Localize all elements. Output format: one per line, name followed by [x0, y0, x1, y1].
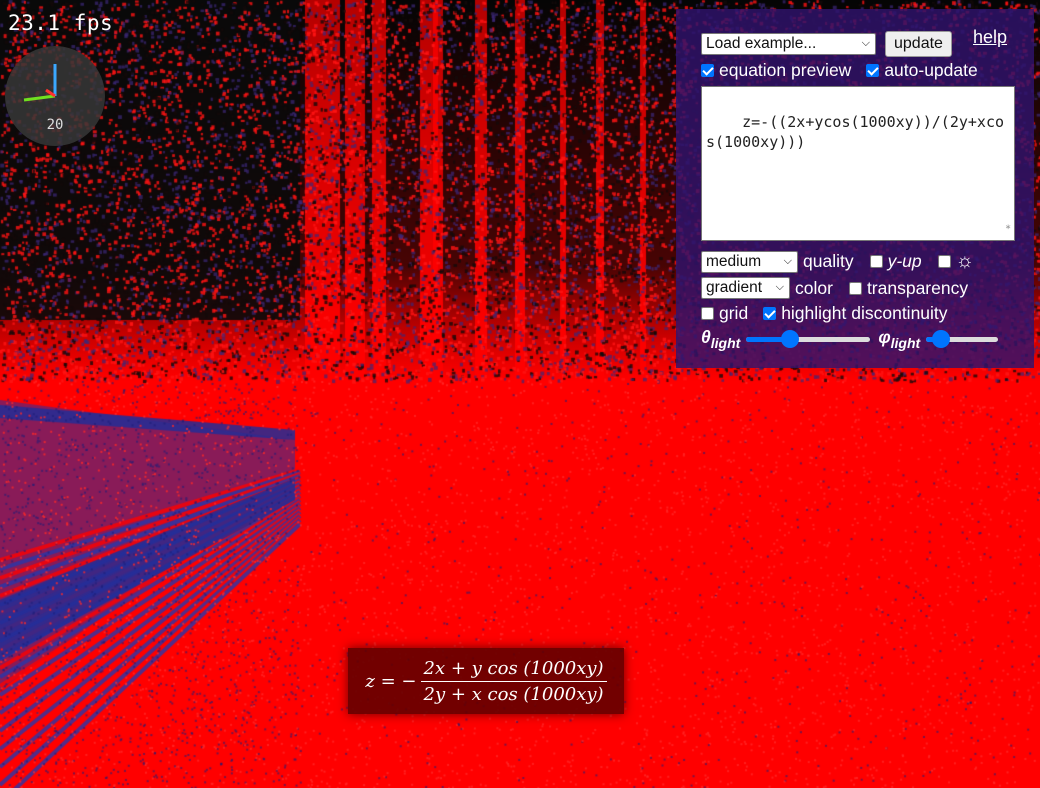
z-axis-line [23, 94, 56, 102]
axes-icon [23, 64, 57, 102]
quality-label: quality [803, 251, 854, 271]
equation-fraction: 2x + y cos (1000xy) 2y + x cos (1000xy) [420, 658, 607, 705]
auto-update-checkbox[interactable] [866, 64, 880, 77]
theta-light-slider[interactable] [746, 330, 871, 348]
equation-denominator: 2y + x cos (1000xy) [423, 683, 604, 705]
load-example-value: Load example... [706, 35, 817, 52]
update-button[interactable]: update [885, 31, 952, 57]
auto-update-label: auto-update [884, 60, 978, 80]
load-example-select[interactable]: Load example... ⌵ [701, 33, 876, 55]
help-link[interactable]: help [973, 27, 1008, 47]
color-value: gradient [706, 279, 763, 296]
chevron-down-icon: ⌵ [775, 281, 784, 293]
highlight-discontinuity-checkbox[interactable] [763, 307, 777, 320]
axes-gizmo[interactable]: 20 [5, 46, 105, 146]
slider-knob[interactable] [931, 330, 950, 348]
resize-grip-icon[interactable]: ∗ [1004, 222, 1011, 233]
highlight-discontinuity-label: highlight discontinuity [781, 303, 948, 323]
transparency-checkbox[interactable] [848, 281, 862, 295]
grid-label: grid [719, 303, 749, 323]
theta-light-label: θlight [701, 327, 741, 351]
chevron-down-icon: ⌵ [783, 254, 792, 267]
quality-select[interactable]: medium ⌵ [701, 250, 798, 273]
color-label: color [795, 277, 833, 298]
gizmo-zoom-label: 20 [46, 117, 64, 133]
y-up-checkbox[interactable] [869, 255, 883, 268]
equation-numerator: 2x + y cos (1000xy) [420, 658, 607, 682]
transparency-label: transparency [866, 277, 969, 298]
equation-lhs: z = − [365, 670, 417, 692]
quality-value: medium [706, 252, 762, 270]
equation-text: z=-((2x+ycos(1000xy))/(2y+xcos(1000xy))) [706, 113, 1005, 151]
y-up-label: y-up [887, 251, 922, 271]
equation-preview: z = − 2x + y cos (1000xy) 2y + x cos (10… [348, 648, 624, 714]
control-panel: Load example... ⌵ update help equation p… [676, 9, 1034, 368]
equation-preview-checkbox[interactable] [701, 64, 714, 77]
color-select[interactable]: gradient ⌵ [701, 277, 790, 299]
grid-checkbox[interactable] [701, 307, 714, 320]
phi-light-label: φlight [878, 327, 921, 351]
x-axis-line [45, 88, 56, 98]
chevron-down-icon: ⌵ [861, 37, 870, 49]
fps-counter: 23.1 fps [8, 11, 114, 35]
light-checkbox[interactable] [937, 255, 951, 268]
equation-input[interactable]: z=-((2x+ycos(1000xy))/(2y+xcos(1000xy)))… [701, 86, 1015, 241]
slider-knob[interactable] [780, 330, 799, 348]
phi-light-slider[interactable] [926, 330, 999, 348]
equation-preview-label: equation preview [719, 60, 852, 80]
sun-icon: ☼ [955, 250, 974, 272]
